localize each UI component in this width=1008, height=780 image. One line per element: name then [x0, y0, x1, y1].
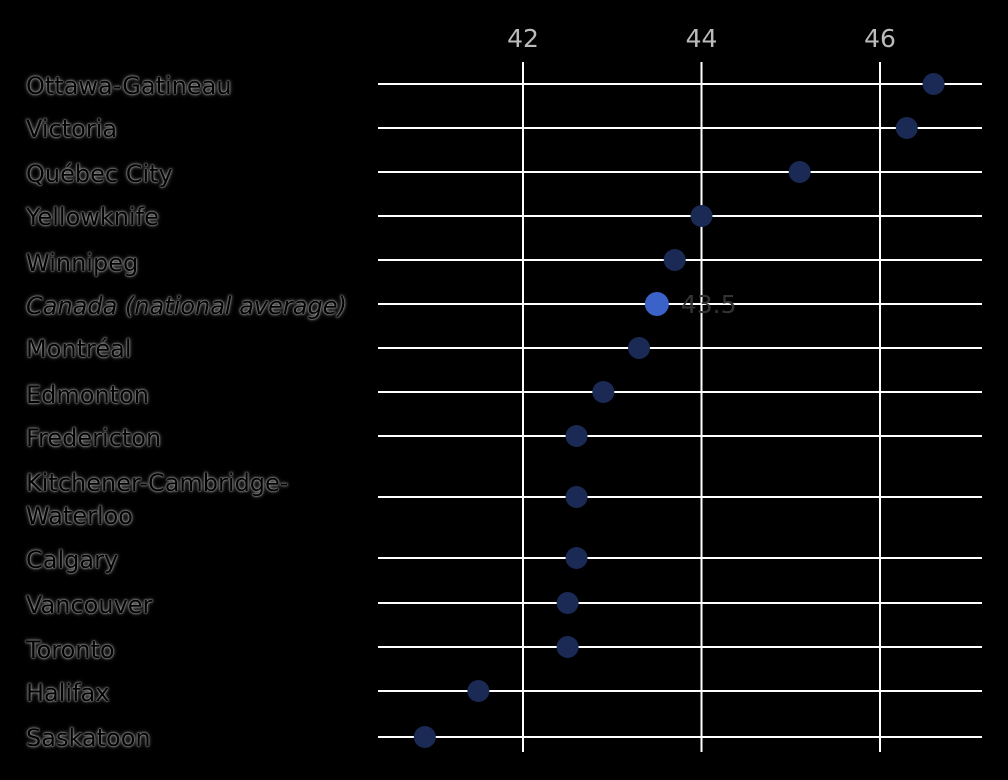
category-label: Calgary	[26, 546, 119, 574]
data-point	[895, 117, 918, 139]
highlight-value-label: 43.5	[681, 290, 737, 319]
data-point	[565, 486, 588, 508]
category-label: Toronto	[26, 636, 115, 664]
data-point	[663, 249, 686, 271]
category-label: Yellowknife	[26, 203, 159, 231]
category-label: Saskatoon	[26, 724, 151, 752]
data-point	[556, 636, 579, 658]
category-label: Kitchener-Cambridge-	[26, 469, 289, 497]
x-tick-label: 44	[686, 24, 718, 53]
x-tick-label: 42	[507, 24, 539, 53]
category-label: Vancouver	[26, 591, 153, 619]
category-label: Canada (national average)	[26, 292, 347, 320]
category-label: Fredericton	[26, 424, 162, 452]
data-point	[565, 547, 588, 569]
data-point	[592, 381, 615, 403]
x-tick-label: 46	[864, 24, 896, 53]
data-point	[690, 205, 713, 227]
category-label: Montréal	[26, 335, 132, 363]
category-label: Ottawa-Gatineau	[26, 72, 232, 100]
data-point	[413, 726, 436, 748]
data-point	[565, 425, 588, 447]
data-point	[922, 73, 945, 95]
category-label: Waterloo	[26, 502, 133, 530]
category-label: Halifax	[26, 679, 110, 707]
data-point	[788, 161, 811, 183]
data-point	[628, 337, 651, 359]
category-label: Edmonton	[26, 381, 149, 409]
category-label: Victoria	[26, 115, 118, 143]
data-point	[467, 680, 490, 702]
category-label: Winnipeg	[26, 249, 139, 277]
category-label: Québec City	[26, 160, 173, 188]
highlight-data-point	[644, 292, 669, 316]
data-point	[556, 592, 579, 614]
